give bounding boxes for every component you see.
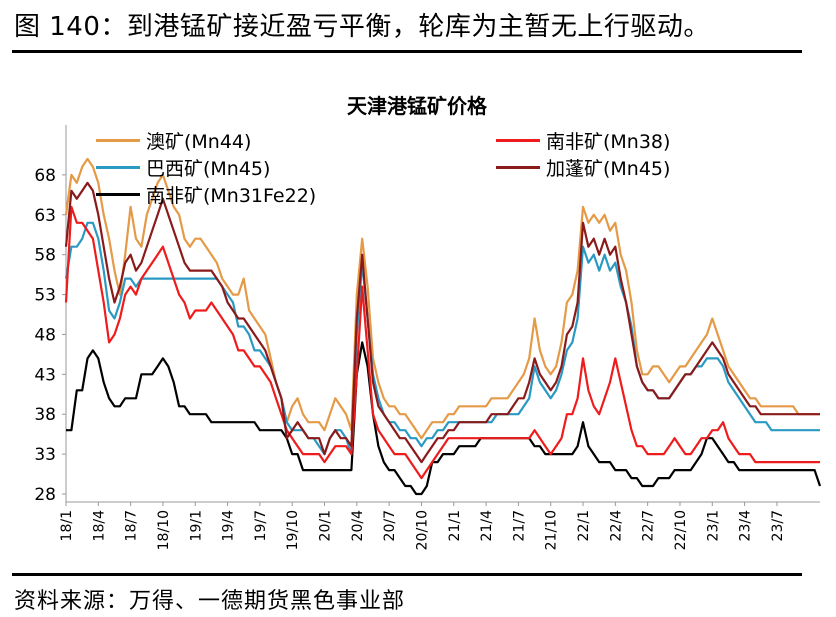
- x-tick-label: 19/7: [253, 510, 269, 541]
- x-tick-label: 18/7: [124, 510, 140, 541]
- chart-panel: 天津港锰矿价格 28 33 38 43 48 53 58 63 68 18/1 18/4 18/7 18…: [8, 75, 826, 553]
- source-note: 资料来源：万得、一德期货黑色事业部: [14, 589, 406, 614]
- x-tick-label: 21/10: [544, 510, 560, 550]
- x-tick-label: 23/1: [705, 510, 721, 541]
- series-line-sa38: [64, 205, 820, 480]
- x-tick-label: 20/1: [318, 510, 334, 541]
- y-tick-label: 53: [34, 286, 56, 306]
- x-tick-label: 20/4: [350, 510, 366, 542]
- legend-swatch-gabon: [496, 166, 540, 169]
- y-tick-label: 38: [34, 405, 56, 425]
- legend-label-sa38: 南非矿(Mn38): [546, 131, 671, 153]
- line-chart: 天津港锰矿价格 28 33 38 43 48 53 58 63 68 18/1 18/4 18/7 18…: [34, 94, 822, 550]
- y-tick-label: 58: [34, 246, 56, 266]
- y-tick-label: 68: [34, 166, 56, 186]
- figure-title: 图 140：到港锰矿接近盈亏平衡，轮库为主暂无上行驱动。: [14, 12, 710, 42]
- x-tick-label: 18/4: [91, 510, 107, 542]
- legend-swatch-brazil: [96, 166, 140, 169]
- x-tick-label: 21/4: [479, 510, 495, 542]
- legend-swatch-aus: [96, 139, 140, 142]
- series-line-gabon: [64, 181, 820, 464]
- x-tick-label: 21/7: [511, 510, 527, 541]
- x-tick-label: 19/10: [285, 510, 301, 550]
- legend-label-gabon: 加蓬矿(Mn45): [546, 158, 671, 180]
- y-tick-label: 48: [34, 325, 56, 345]
- legend-label-aus: 澳矿(Mn44): [146, 131, 252, 153]
- legend-item-brazil: 巴西矿(Mn45): [96, 154, 270, 181]
- series-line-aus: [64, 157, 820, 440]
- axes: 28 33 38 43 48 53 58 63 68 18/1 18/4 18/7 18/10 19/1 1…: [34, 125, 820, 550]
- y-tick-label: 43: [34, 365, 56, 385]
- legend-label-sa31: 南非矿(Mn31Fe22): [146, 185, 317, 207]
- series-line-sa31: [66, 341, 822, 496]
- y-tick-label: 28: [34, 485, 56, 505]
- y-tick-label: 63: [34, 206, 56, 226]
- y-tick-label: 33: [34, 445, 56, 465]
- legend-swatch-sa31: [96, 193, 140, 196]
- legend-swatch-sa38: [496, 139, 540, 142]
- x-tick-label: 22/7: [641, 510, 657, 541]
- x-tick-label: 20/7: [382, 510, 398, 541]
- series-lines: [64, 157, 822, 496]
- footer-rule: [12, 573, 802, 576]
- series-line-brazil: [64, 221, 820, 456]
- legend-item-gabon: 加蓬矿(Mn45): [496, 154, 670, 181]
- x-tick-label: 19/1: [188, 510, 204, 541]
- x-tick-label: 22/10: [673, 510, 689, 550]
- legend-item-sa38: 南非矿(Mn38): [496, 127, 670, 154]
- x-tick-label: 23/7: [770, 510, 786, 541]
- x-tick-label: 22/4: [608, 510, 624, 542]
- x-tick-label: 23/4: [738, 510, 754, 542]
- chart-title: 天津港锰矿价格: [347, 94, 488, 118]
- legend-item-sa31: 南非矿(Mn31Fe22): [96, 181, 316, 208]
- legend-label-brazil: 巴西矿(Mn45): [146, 158, 271, 180]
- x-tick-label: 18/10: [156, 510, 172, 550]
- legend-item-aus: 澳矿(Mn44): [96, 127, 251, 154]
- x-tick-label: 18/1: [59, 510, 75, 541]
- x-tick-label: 21/1: [447, 510, 463, 541]
- title-rule: [12, 50, 802, 53]
- x-tick-label: 22/1: [576, 510, 592, 541]
- x-tick-label: 19/4: [221, 510, 237, 542]
- x-tick-label: 20/10: [414, 510, 430, 550]
